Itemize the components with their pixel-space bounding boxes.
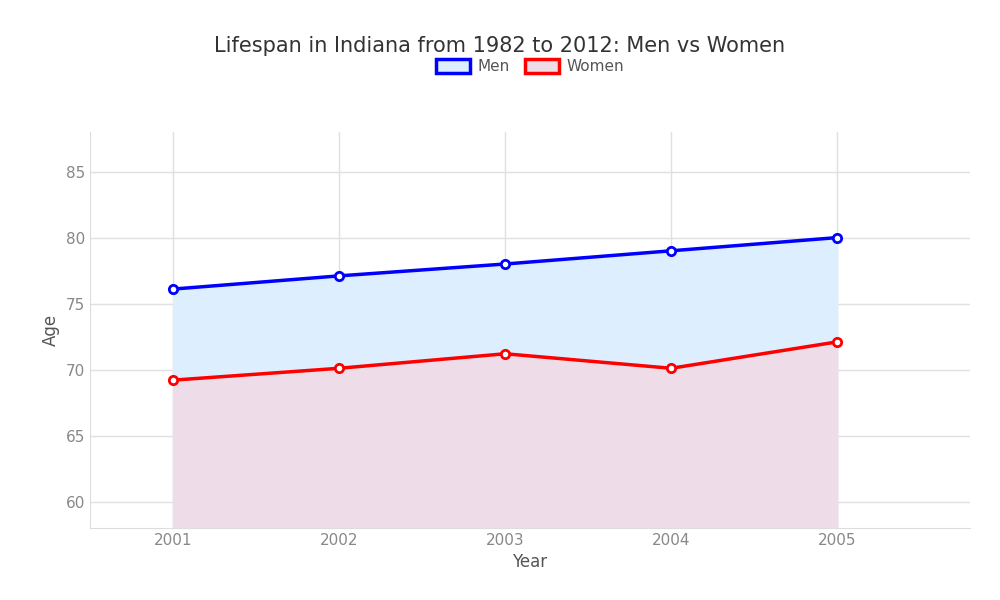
X-axis label: Year: Year [512, 553, 548, 571]
Legend: Men, Women: Men, Women [430, 53, 630, 80]
Y-axis label: Age: Age [42, 314, 60, 346]
Text: Lifespan in Indiana from 1982 to 2012: Men vs Women: Lifespan in Indiana from 1982 to 2012: M… [214, 36, 786, 56]
